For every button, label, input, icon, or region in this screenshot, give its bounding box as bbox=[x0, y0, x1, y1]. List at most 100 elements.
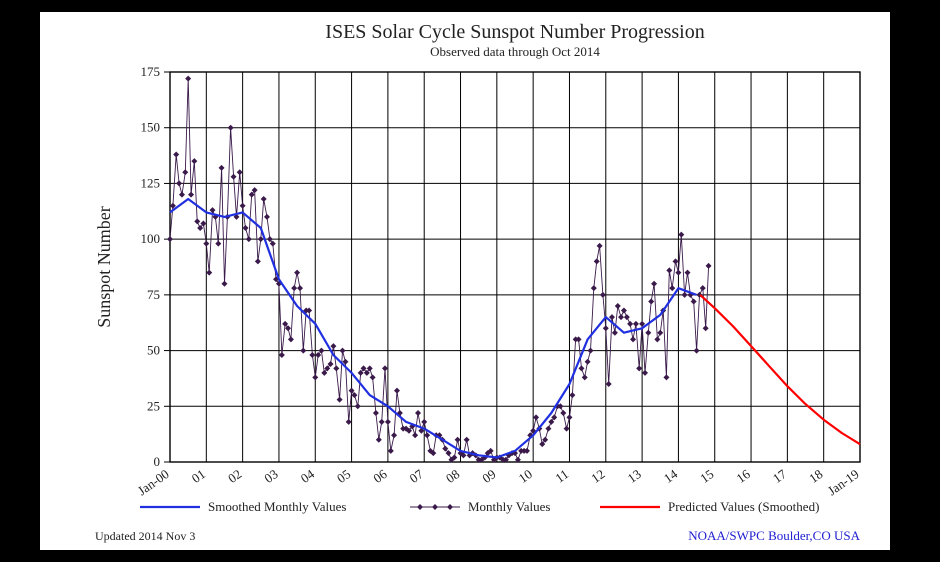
xtick-minor-label: 08 bbox=[443, 466, 462, 486]
monthly-marker bbox=[221, 281, 227, 287]
monthly-marker bbox=[624, 314, 630, 320]
monthly-marker bbox=[600, 292, 606, 298]
monthly-marker bbox=[185, 76, 191, 82]
monthly-marker bbox=[330, 343, 336, 349]
monthly-marker bbox=[279, 352, 285, 358]
ytick-label: 150 bbox=[141, 120, 161, 135]
monthly-marker bbox=[333, 365, 339, 371]
monthly-marker bbox=[367, 365, 373, 371]
monthly-marker bbox=[412, 432, 418, 438]
monthly-marker bbox=[291, 285, 297, 291]
monthly-marker bbox=[551, 414, 557, 420]
monthly-marker bbox=[182, 169, 188, 175]
monthly-marker bbox=[564, 426, 570, 432]
monthly-marker bbox=[591, 285, 597, 291]
monthly-marker bbox=[321, 370, 327, 376]
monthly-marker bbox=[415, 410, 421, 416]
monthly-marker bbox=[351, 392, 357, 398]
monthly-marker bbox=[582, 374, 588, 380]
monthly-marker bbox=[694, 348, 700, 354]
monthly-marker bbox=[379, 419, 385, 425]
monthly-marker bbox=[651, 281, 657, 287]
monthly-marker bbox=[267, 236, 273, 242]
xtick-major-label: Jan-00 bbox=[135, 466, 172, 498]
monthly-marker bbox=[648, 299, 654, 305]
xtick-minor-label: 14 bbox=[661, 466, 681, 486]
monthly-marker bbox=[206, 270, 212, 276]
monthly-marker bbox=[324, 365, 330, 371]
monthly-marker bbox=[539, 441, 545, 447]
monthly-marker bbox=[173, 151, 179, 157]
monthly-marker bbox=[282, 321, 288, 327]
monthly-marker bbox=[645, 330, 651, 336]
legend-label-predicted: Predicted Values (Smoothed) bbox=[668, 499, 819, 514]
monthly-marker bbox=[691, 299, 697, 305]
monthly-marker bbox=[358, 370, 364, 376]
xtick-minor-label: 05 bbox=[334, 466, 353, 486]
monthly-marker bbox=[560, 410, 566, 416]
monthly-marker bbox=[179, 192, 185, 198]
monthly-marker bbox=[240, 203, 246, 209]
monthly-marker bbox=[294, 270, 300, 276]
monthly-marker bbox=[588, 348, 594, 354]
xtick-minor-label: 01 bbox=[189, 466, 208, 486]
monthly-marker bbox=[191, 158, 197, 164]
monthly-marker bbox=[337, 397, 343, 403]
footer-left: Updated 2014 Nov 3 bbox=[95, 529, 195, 543]
monthly-marker bbox=[594, 258, 600, 264]
monthly-marker bbox=[246, 236, 252, 242]
monthly-marker bbox=[685, 270, 691, 276]
monthly-marker bbox=[394, 388, 400, 394]
monthly-marker bbox=[315, 352, 321, 358]
monthly-marker bbox=[249, 192, 255, 198]
xtick-minor-label: 12 bbox=[588, 466, 607, 486]
monthly-marker bbox=[318, 348, 324, 354]
monthly-marker bbox=[176, 180, 182, 186]
monthly-marker bbox=[194, 218, 200, 224]
ytick-label: 125 bbox=[141, 175, 161, 190]
monthly-marker bbox=[442, 446, 448, 452]
predicted-line bbox=[700, 295, 860, 444]
legend-marker-monthly bbox=[432, 504, 438, 510]
monthly-marker bbox=[566, 414, 572, 420]
monthly-marker bbox=[361, 365, 367, 371]
monthly-marker bbox=[612, 330, 618, 336]
monthly-marker bbox=[349, 388, 355, 394]
monthly-marker bbox=[663, 374, 669, 380]
monthly-marker bbox=[188, 192, 194, 198]
monthly-marker bbox=[231, 174, 237, 180]
xtick-minor-label: 07 bbox=[407, 466, 427, 486]
monthly-marker bbox=[666, 267, 672, 273]
chart-subtitle: Observed data through Oct 2014 bbox=[430, 44, 600, 59]
xtick-minor-label: 18 bbox=[806, 466, 825, 486]
monthly-marker bbox=[597, 243, 603, 249]
xtick-major-label: Jan-19 bbox=[825, 466, 862, 498]
monthly-marker bbox=[642, 370, 648, 376]
monthly-marker bbox=[618, 314, 624, 320]
monthly-marker bbox=[285, 325, 291, 331]
monthly-marker bbox=[340, 348, 346, 354]
monthly-marker bbox=[228, 125, 234, 131]
ytick-label: 175 bbox=[141, 64, 161, 79]
monthly-marker bbox=[261, 196, 267, 202]
monthly-marker bbox=[585, 359, 591, 365]
monthly-marker bbox=[615, 303, 621, 309]
chart-title: ISES Solar Cycle Sunspot Number Progress… bbox=[325, 21, 704, 43]
monthly-marker bbox=[542, 437, 548, 443]
monthly-marker bbox=[545, 426, 551, 432]
monthly-marker bbox=[312, 374, 318, 380]
monthly-marker bbox=[388, 448, 394, 454]
monthly-marker bbox=[678, 232, 684, 238]
monthly-marker bbox=[300, 348, 306, 354]
monthly-marker bbox=[706, 263, 712, 269]
legend-marker-monthly bbox=[447, 504, 453, 510]
monthly-marker bbox=[197, 225, 203, 231]
monthly-marker bbox=[215, 241, 221, 247]
monthly-marker bbox=[370, 374, 376, 380]
monthly-line bbox=[170, 79, 709, 460]
legend-marker-monthly bbox=[417, 504, 423, 510]
chart-paper: ISES Solar Cycle Sunspot Number Progress… bbox=[40, 12, 890, 550]
monthly-marker bbox=[219, 165, 225, 171]
chart-svg: ISES Solar Cycle Sunspot Number Progress… bbox=[40, 12, 890, 550]
monthly-marker bbox=[657, 330, 663, 336]
